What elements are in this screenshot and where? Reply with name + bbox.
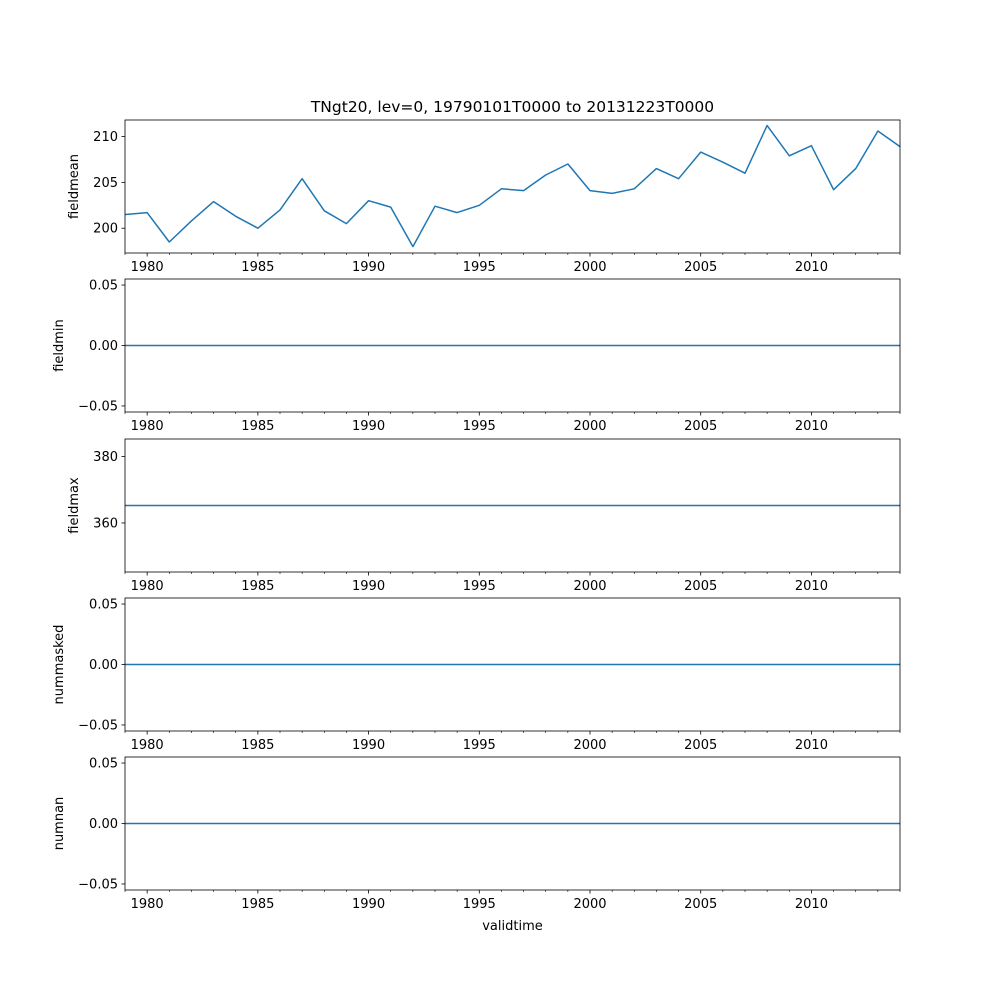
x-tick-label: 1995 <box>463 579 496 594</box>
x-tick-label: 1995 <box>463 419 496 434</box>
x-tick-label: 1985 <box>241 738 274 753</box>
y-tick-label: −0.05 <box>78 877 118 892</box>
y-tick-label: 200 <box>93 222 118 237</box>
x-tick-label: 2000 <box>573 260 606 275</box>
x-tick-label: 1990 <box>352 897 385 912</box>
series-line-fieldmean <box>124 124 901 248</box>
x-tick-label: 1990 <box>352 419 385 434</box>
x-tick-label: 2000 <box>573 579 606 594</box>
x-tick-label: 2000 <box>573 738 606 753</box>
axes-frame <box>124 438 901 573</box>
x-tick-label: 1990 <box>352 579 385 594</box>
chart-title: TNgt20, lev=0, 19790101T0000 to 20131223… <box>310 98 714 116</box>
y-tick-label: 210 <box>93 130 118 145</box>
x-tick-label: 1985 <box>241 260 274 275</box>
y-tick-label: 0.05 <box>89 279 118 294</box>
x-tick-label: 1995 <box>463 738 496 753</box>
y-tick-label: 360 <box>93 516 118 531</box>
y-tick-label: 0.00 <box>89 658 118 673</box>
y-tick-label: 380 <box>93 450 118 465</box>
x-tick-label: 1985 <box>241 419 274 434</box>
x-tick-label: 1980 <box>131 260 164 275</box>
y-axis-label: fieldmax <box>67 477 82 534</box>
x-tick-label: 2010 <box>795 897 828 912</box>
x-tick-label: 2005 <box>684 738 717 753</box>
x-tick-label: 1995 <box>463 260 496 275</box>
x-tick-label: 2010 <box>795 738 828 753</box>
x-tick-label: 1980 <box>131 579 164 594</box>
x-tick-label: 2010 <box>795 579 828 594</box>
subplot-fieldmin: −0.05 0.00 0.05 1980 1985 1990 1995 2000 2005 201… <box>52 279 901 434</box>
x-tick-label: 2005 <box>684 897 717 912</box>
subplot-nummasked: −0.05 0.00 0.05 1980 1985 1990 1995 2000 2005 201… <box>52 598 901 753</box>
y-axis-label: fieldmin <box>52 319 67 372</box>
y-axis-label: fieldmean <box>67 154 82 219</box>
x-tick-label: 2010 <box>795 419 828 434</box>
x-tick-label: 1990 <box>352 738 385 753</box>
y-tick-label: 205 <box>93 176 118 191</box>
x-axis-label: validtime <box>482 919 543 934</box>
x-tick-label: 1980 <box>131 897 164 912</box>
y-tick-label: −0.05 <box>78 718 118 733</box>
x-tick-label: 1990 <box>352 260 385 275</box>
x-tick-label: 1980 <box>131 419 164 434</box>
x-tick-label: 1985 <box>241 897 274 912</box>
y-axis-label: numnan <box>52 797 67 851</box>
axes-frame <box>124 119 901 254</box>
x-tick-label: 1985 <box>241 579 274 594</box>
y-tick-label: 0.05 <box>89 757 118 772</box>
x-tick-label: 1980 <box>131 738 164 753</box>
subplot-fieldmean: 200 205 210 1980 1985 1990 1995 2000 2005 2010 fie… <box>67 98 901 275</box>
y-tick-label: −0.05 <box>78 399 118 414</box>
x-tick-label: 2010 <box>795 260 828 275</box>
y-tick-label: 0.05 <box>89 598 118 613</box>
x-tick-label: 2005 <box>684 260 717 275</box>
subplot-fieldmax: 360 380 1980 1985 1990 1995 2000 2005 2010 fieldm… <box>67 438 901 594</box>
x-tick-label: 1995 <box>463 897 496 912</box>
y-tick-label: 0.00 <box>89 817 118 832</box>
x-tick-label: 2005 <box>684 579 717 594</box>
x-tick-label: 2000 <box>573 419 606 434</box>
x-tick-label: 2000 <box>573 897 606 912</box>
x-tick-label: 2005 <box>684 419 717 434</box>
y-axis-label: nummasked <box>52 625 67 705</box>
subplot-numnan: −0.05 0.00 0.05 1980 1985 1990 1995 2000 2005 201… <box>52 757 901 934</box>
y-tick-label: 0.00 <box>89 339 118 354</box>
